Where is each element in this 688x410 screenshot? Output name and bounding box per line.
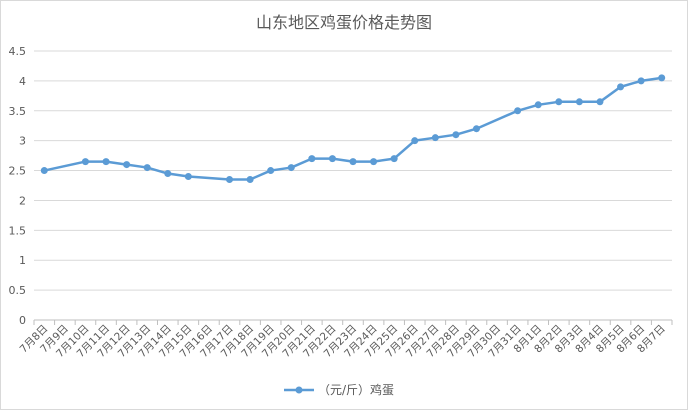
data-point[interactable]: [411, 137, 419, 145]
data-point[interactable]: [617, 83, 625, 91]
data-point[interactable]: [226, 176, 234, 184]
data-point[interactable]: [431, 134, 439, 142]
y-tick-label: 3.5: [9, 105, 27, 118]
y-axis-ticks: 0 0.5 1 1.5 2 2.5 3 3.5 4 4.5: [9, 45, 27, 327]
data-point[interactable]: [514, 107, 522, 115]
data-point[interactable]: [534, 101, 542, 109]
data-point[interactable]: [308, 155, 316, 163]
data-point[interactable]: [123, 161, 131, 169]
series-line: [44, 76, 662, 181]
data-point[interactable]: [370, 158, 378, 166]
data-point[interactable]: [164, 170, 172, 178]
x-axis-ticks: 7月8日7月9日7月10日7月11日7月12日7月13日7月14日7月15日7月…: [18, 323, 668, 361]
data-point[interactable]: [287, 164, 295, 172]
data-point[interactable]: [555, 98, 563, 106]
y-tick-label: 1: [19, 254, 26, 267]
gridlines: [34, 50, 672, 291]
data-point[interactable]: [637, 77, 645, 85]
y-tick-label: 1.5: [9, 224, 27, 237]
data-point[interactable]: [267, 167, 275, 175]
y-tick-label: 2.5: [9, 165, 27, 178]
data-point[interactable]: [81, 158, 89, 166]
y-tick-label: 0: [19, 314, 26, 327]
data-point[interactable]: [390, 155, 398, 163]
data-point[interactable]: [596, 98, 604, 106]
y-tick-label: 4.5: [9, 45, 27, 58]
y-tick-label: 0.5: [9, 284, 27, 297]
data-point[interactable]: [472, 125, 480, 133]
data-point[interactable]: [328, 155, 336, 163]
legend-label: （元/斤）鸡蛋: [318, 382, 394, 397]
data-point[interactable]: [246, 176, 254, 184]
data-point[interactable]: [143, 164, 151, 172]
chart-title: 山东地区鸡蛋价格走势图: [256, 13, 432, 32]
data-point[interactable]: [349, 158, 357, 166]
series-layer: [40, 74, 666, 184]
data-point[interactable]: [184, 173, 192, 181]
legend[interactable]: （元/斤）鸡蛋: [284, 382, 394, 397]
y-tick-label: 2: [19, 194, 26, 207]
data-point[interactable]: [102, 158, 110, 166]
x-axis: [33, 319, 673, 325]
legend-dot-marker: [295, 386, 303, 394]
y-tick-label: 4: [19, 75, 26, 88]
data-point[interactable]: [452, 131, 460, 139]
data-point[interactable]: [658, 74, 666, 82]
y-tick-label: 3: [19, 135, 26, 148]
data-point[interactable]: [575, 98, 583, 106]
data-point[interactable]: [40, 167, 48, 175]
